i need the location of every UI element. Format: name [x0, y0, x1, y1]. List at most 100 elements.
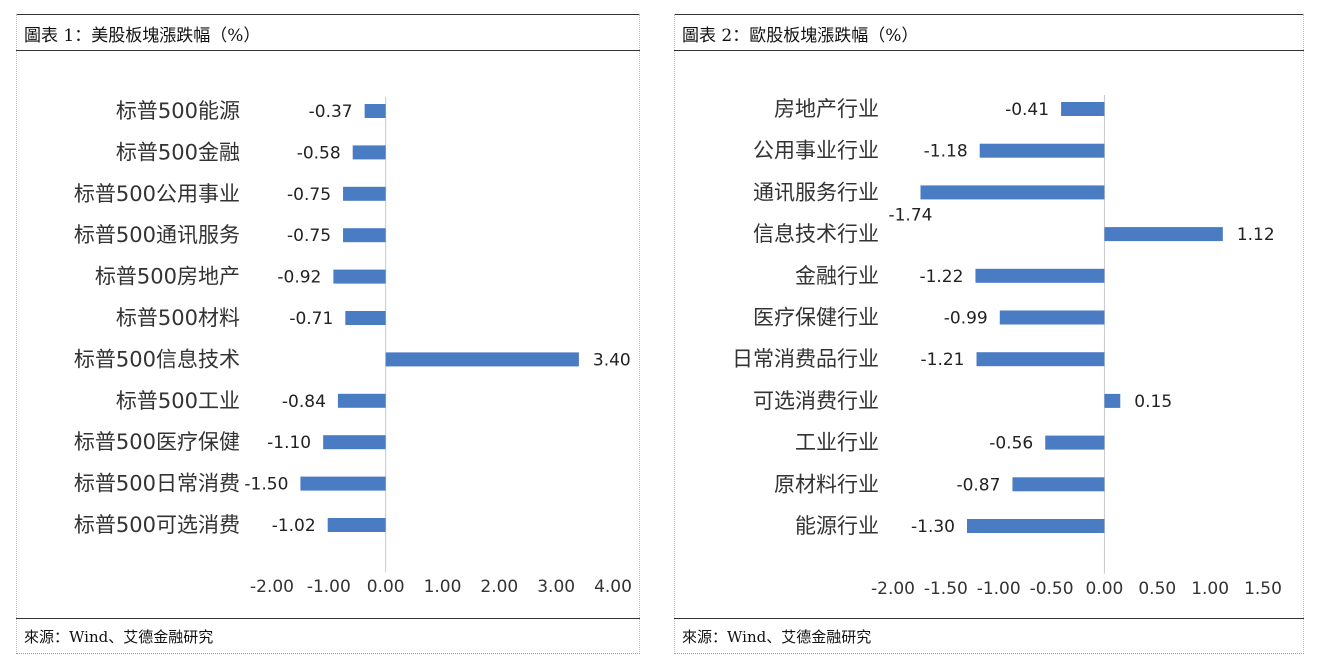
- title-rule: [16, 50, 640, 51]
- bar: [1104, 393, 1121, 408]
- bar: [352, 145, 386, 160]
- data-label: -0.37: [309, 102, 353, 122]
- category-label: 标普500公用事业: [74, 182, 240, 206]
- bar: [300, 476, 386, 491]
- source-note: 來源：Wind、艾德金融研究: [24, 628, 214, 646]
- bar: [999, 310, 1105, 325]
- x-tick-label: 4.00: [594, 577, 632, 597]
- x-tick-label: 0.00: [367, 577, 405, 597]
- bar: [364, 104, 386, 118]
- chart-title: 圖表 1：美股板塊漲跌幅（%）: [24, 26, 261, 46]
- panel-right-edge: [639, 14, 640, 654]
- category-label: 标普500工业: [116, 389, 240, 413]
- data-label: -1.02: [272, 516, 316, 536]
- data-label: -0.71: [289, 309, 333, 329]
- data-label: -0.41: [1005, 100, 1049, 120]
- bar: [1061, 102, 1105, 116]
- data-label: -0.92: [277, 268, 321, 288]
- x-tick-label: -1.50: [924, 579, 968, 599]
- category-label: 标普500金融: [116, 140, 240, 164]
- data-label: -0.58: [297, 143, 341, 163]
- bar: [333, 269, 386, 284]
- x-tick-label: 0.50: [1138, 579, 1176, 599]
- category-label: 日常消费品行业: [732, 347, 879, 371]
- panel-left-edge: [16, 14, 17, 654]
- category-label: 可选消费行业: [753, 389, 879, 413]
- bar: [337, 393, 386, 408]
- bar: [343, 228, 386, 243]
- bar: [1045, 435, 1105, 450]
- category-label: 标普500信息技术: [74, 347, 240, 371]
- bar-chart-eu-sectors: 房地产行业 -0.41 公用事业行业 -1.18 通讯服务行业 -1.74 信息技术行业 1.…: [732, 95, 1282, 599]
- category-label: 工业行业: [795, 431, 879, 455]
- bar: [979, 143, 1105, 158]
- category-label: 金融行业: [795, 264, 879, 288]
- bar: [323, 435, 386, 450]
- category-label: 标普500日常消费: [74, 472, 240, 496]
- x-tick-label: 1.00: [424, 577, 462, 597]
- panel-top-rule: [674, 14, 1304, 15]
- panel-bottom-rule: [674, 653, 1304, 654]
- data-label: -0.87: [956, 475, 1000, 495]
- data-label: 0.15: [1134, 392, 1172, 412]
- data-label: -0.56: [989, 434, 1033, 454]
- data-label: -0.75: [287, 226, 331, 246]
- category-label: 标普500房地产: [95, 265, 240, 289]
- bar: [385, 352, 579, 367]
- bar-chart-us-sectors: 标普500能源 -0.37 标普500金融 -0.58 标普500公用事业 -0.75 标普…: [74, 97, 632, 597]
- source-rule: [16, 618, 640, 619]
- data-label: -1.30: [911, 517, 955, 537]
- bar: [1104, 227, 1223, 242]
- data-label: -1.74: [888, 205, 932, 225]
- panel-top-rule: [16, 14, 640, 15]
- data-label: -1.22: [919, 267, 963, 287]
- category-label: 能源行业: [795, 514, 879, 538]
- bar: [975, 268, 1105, 283]
- chart-panel-eu: 圖表 2：歐股板塊漲跌幅（%） 房地产行业 -0.41 公用事业行业 -1.18 通讯服…: [674, 14, 1304, 654]
- x-tick-label: -2.00: [250, 577, 294, 597]
- x-tick-label: -2.00: [871, 579, 915, 599]
- bar: [327, 518, 386, 532]
- category-label: 医疗保健行业: [753, 306, 879, 330]
- x-tick-label: 2.00: [480, 577, 518, 597]
- x-tick-label: 0.00: [1085, 579, 1123, 599]
- bar: [343, 186, 386, 201]
- category-label: 房地产行业: [774, 97, 879, 121]
- x-tick-label: 1.50: [1244, 579, 1282, 599]
- bar: [345, 311, 386, 325]
- x-tick-label: -0.50: [1030, 579, 1074, 599]
- panel-left-edge: [674, 14, 675, 654]
- panel-bottom-rule: [16, 653, 640, 654]
- category-label: 信息技术行业: [753, 222, 879, 246]
- x-tick-label: 3.00: [537, 577, 575, 597]
- x-tick-label: 1.00: [1191, 579, 1229, 599]
- category-label: 标普500可选消费: [74, 513, 240, 537]
- x-tick-label: -1.00: [307, 577, 351, 597]
- title-rule: [674, 50, 1304, 51]
- bar: [976, 352, 1105, 367]
- data-label: -1.21: [921, 350, 965, 370]
- data-label: -0.75: [287, 185, 331, 205]
- data-label: -0.84: [282, 392, 326, 412]
- category-label: 公用事业行业: [753, 139, 879, 163]
- x-tick-label: -1.00: [977, 579, 1021, 599]
- bar: [920, 185, 1105, 200]
- source-note: 來源：Wind、艾德金融研究: [682, 628, 872, 646]
- category-label: 原材料行业: [774, 472, 879, 496]
- data-label: -1.18: [924, 142, 968, 162]
- data-label: -1.50: [244, 475, 288, 495]
- bar: [967, 519, 1105, 533]
- data-label: 1.12: [1237, 225, 1275, 245]
- data-label: 3.40: [593, 350, 631, 370]
- source-rule: [674, 618, 1304, 619]
- category-label: 标普500材料: [116, 306, 240, 330]
- chart-panel-us: 圖表 1：美股板塊漲跌幅（%） 标普500能源 -0.37 标普500金融 -0.58…: [16, 14, 640, 654]
- chart-title: 圖表 2：歐股板塊漲跌幅（%）: [682, 26, 919, 46]
- data-label: -0.99: [944, 309, 988, 329]
- panel-right-edge: [1303, 14, 1304, 654]
- bar: [1012, 477, 1105, 492]
- category-label: 标普500通讯服务: [74, 223, 240, 247]
- category-label: 通讯服务行业: [753, 180, 879, 204]
- category-label: 标普500能源: [116, 99, 240, 123]
- category-label: 标普500医疗保健: [74, 430, 240, 454]
